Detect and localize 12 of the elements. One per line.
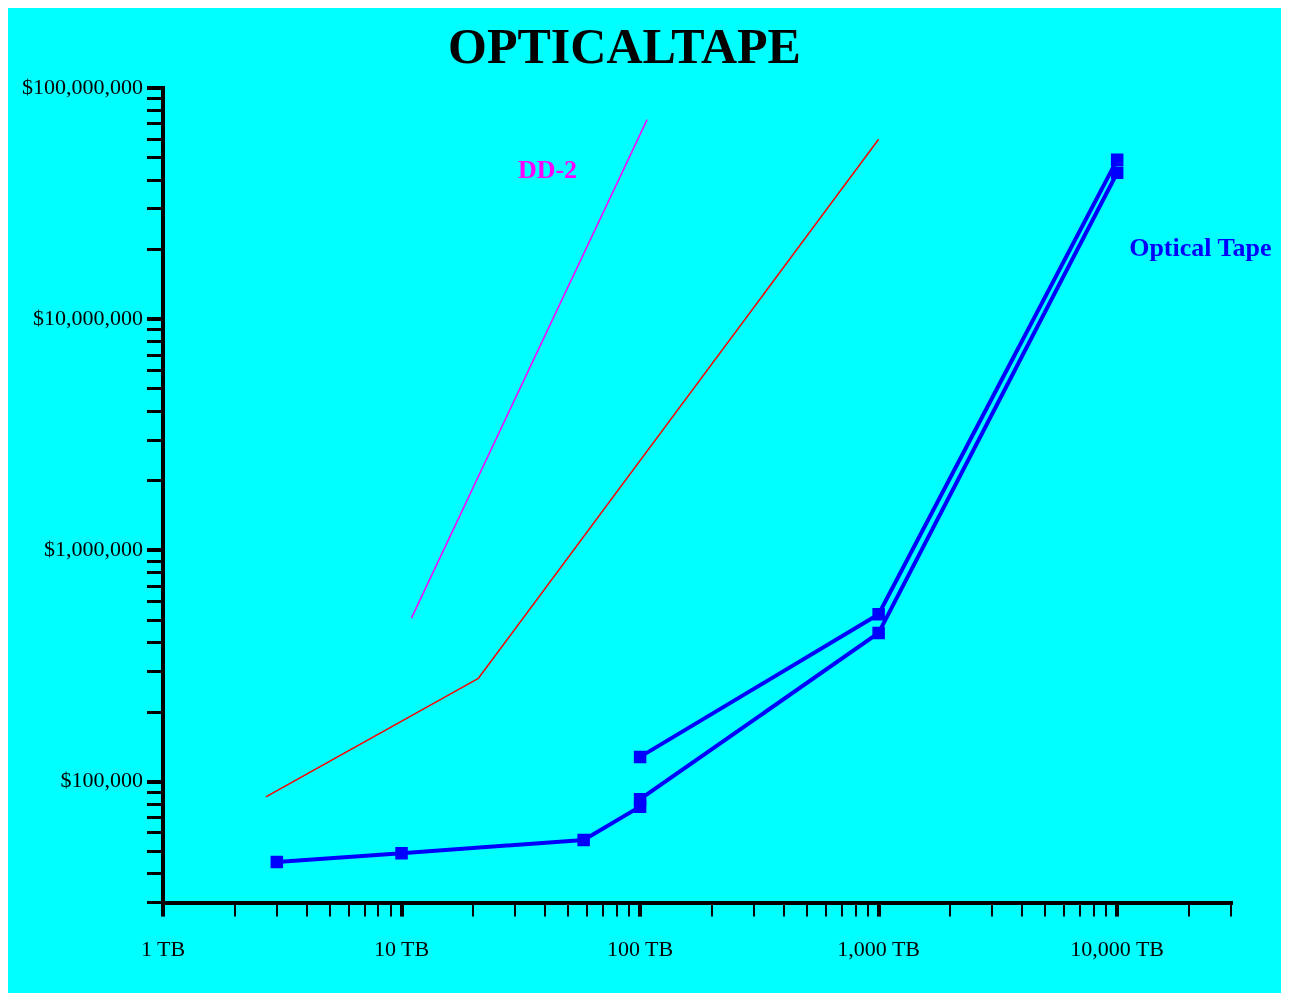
chart-title: OPTICALTAPE [448, 17, 801, 74]
y-tick-label: $100,000 [60, 767, 143, 793]
x-tick-label: 100 TB [606, 935, 674, 961]
x-tick-label: 1 TB [140, 935, 186, 961]
x-tick-label: 10 TB [373, 935, 430, 961]
x-tick-label: 10,000 TB [1070, 935, 1165, 961]
series-label: Optical Tape [1129, 233, 1272, 263]
y-tick-label: $1,000,000 [44, 536, 143, 562]
y-tick-label: $10,000,000 [33, 305, 143, 331]
x-tick-label: 1,000 TB [837, 935, 920, 961]
y-tick-label: $100,000,000 [22, 73, 143, 99]
series-label: DD-2 [517, 155, 578, 185]
